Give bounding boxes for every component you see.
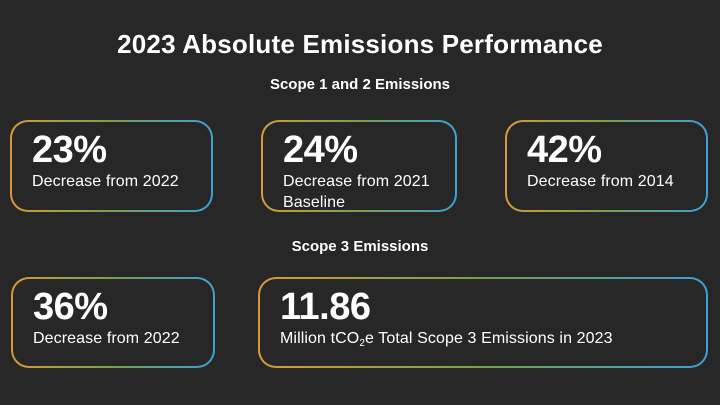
stat-description: Decrease from 2022 (32, 173, 179, 190)
stat-description-prefix: Million tCO (280, 330, 360, 347)
stat-card-scope3-total: 11.86 Million tCO2e Total Scope 3 Emissi… (258, 277, 708, 368)
co2-subscript: 2 (359, 338, 366, 349)
stat-description: Decrease from 2014 (527, 173, 674, 190)
stat-card-scope12-vs2014: 42% Decrease from 2014 (505, 120, 708, 212)
stat-card-scope12-vs2022: 23% Decrease from 2022 (10, 120, 213, 212)
stat-description: Decrease from 2022 (33, 330, 180, 347)
stat-value: 11.86 (280, 286, 371, 328)
stat-value: 42% (527, 129, 602, 171)
section-heading-scope-3: Scope 3 Emissions (291, 238, 429, 255)
page-title: 2023 Absolute Emissions Performance (117, 29, 603, 59)
stat-description-suffix: e Total Scope 3 Emissions in 2023 (365, 330, 613, 347)
stat-description: Million tCO2e Total Scope 3 Emissions in… (280, 328, 688, 351)
stat-value: 36% (33, 286, 108, 328)
section-heading-scope-1-2: Scope 1 and 2 Emissions (269, 76, 451, 93)
stat-value: 23% (32, 129, 107, 171)
stat-description: Decrease from 2021 Baseline (283, 173, 430, 211)
stat-card-scope3-vs2022: 36% Decrease from 2022 (11, 277, 215, 368)
scope-1-2-cards-row: 23% Decrease from 2022 24% Decrease from… (10, 120, 708, 212)
scope-3-cards-row: 36% Decrease from 2022 11.86 Million tCO… (11, 277, 708, 368)
stat-value: 24% (283, 129, 358, 171)
stat-card-scope12-vs2021-baseline: 24% Decrease from 2021 Baseline (261, 120, 457, 212)
